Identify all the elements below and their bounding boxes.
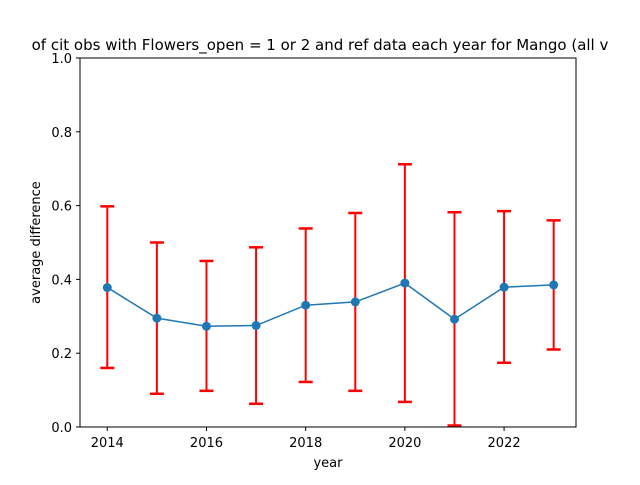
x-axis-label: year (313, 456, 343, 471)
y-axis-ticks: 0.0 0.2 0.4 0.6 0.8 1.0 (51, 52, 80, 436)
data-markers (102, 278, 559, 331)
x-tick-label: 2016 (190, 436, 223, 451)
data-point (350, 297, 360, 307)
series-line (106, 282, 554, 328)
y-tick-label: 0.0 (51, 421, 72, 436)
data-point (549, 280, 559, 290)
x-tick-label: 2014 (91, 436, 124, 451)
data-point (449, 314, 459, 324)
data-point (251, 321, 261, 331)
chart-title: of cit obs with Flowers_open = 1 or 2 an… (32, 36, 609, 55)
y-tick-label: 0.2 (51, 347, 72, 362)
x-tick-label: 2018 (289, 436, 322, 451)
data-point (499, 282, 509, 292)
x-tick-label: 2022 (488, 436, 521, 451)
x-tick-label: 2020 (388, 436, 421, 451)
x-axis-ticks: 2014 2016 2018 2020 2022 (91, 427, 521, 451)
plot-frame (79, 57, 577, 428)
data-point (400, 278, 410, 288)
data-point (301, 300, 311, 310)
y-tick-label: 1.0 (51, 52, 72, 67)
data-point (201, 321, 211, 331)
y-tick-label: 0.8 (51, 126, 72, 141)
data-point (152, 313, 162, 323)
y-tick-label: 0.6 (51, 200, 72, 215)
data-point (102, 283, 112, 293)
y-tick-label: 0.4 (51, 273, 72, 288)
y-axis-label: average difference (29, 181, 44, 304)
